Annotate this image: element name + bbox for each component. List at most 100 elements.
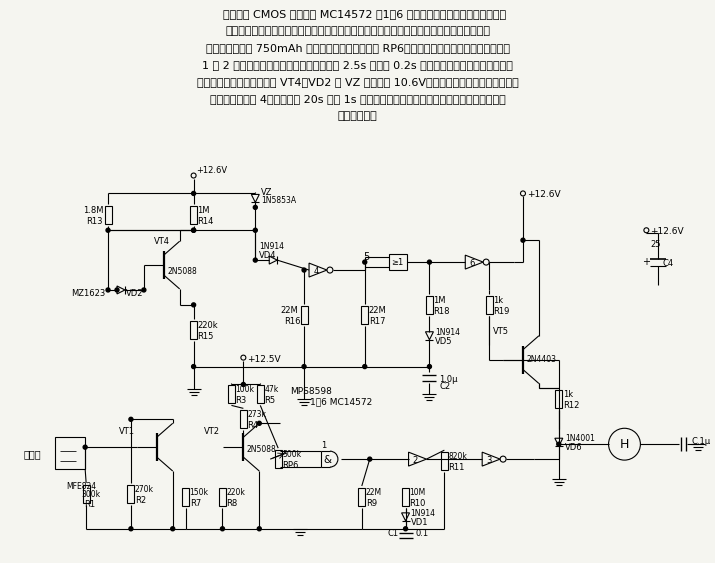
Text: C4: C4 (662, 258, 674, 267)
Bar (190, 321, 197, 339)
Bar (190, 207, 197, 224)
Text: R4: R4 (247, 421, 258, 430)
Text: C.1μ: C.1μ (691, 437, 710, 446)
Text: R12: R12 (563, 401, 579, 410)
Text: 2: 2 (413, 455, 418, 464)
Text: +12.6V: +12.6V (651, 227, 684, 236)
Text: 当电池电压过低时，比较器 VT4、VD2 和 VZ 断开（约 10.6V），并触发电池低限无稳态多谐: 当电池电压过低时，比较器 VT4、VD2 和 VZ 断开（约 10.6V），并触… (197, 77, 518, 87)
Text: R17: R17 (369, 317, 385, 326)
Text: 1.8M: 1.8M (83, 207, 104, 216)
Text: VT4: VT4 (154, 237, 169, 246)
Text: VT1: VT1 (119, 427, 135, 436)
Text: R7: R7 (189, 499, 201, 508)
Text: VD1: VD1 (410, 518, 428, 527)
Text: 1M: 1M (197, 207, 210, 216)
Text: R10: R10 (410, 499, 426, 508)
Text: VD6: VD6 (565, 443, 583, 452)
Text: 220k: 220k (227, 488, 245, 497)
Text: 1N914: 1N914 (435, 328, 460, 337)
Circle shape (363, 260, 367, 264)
Bar (358, 488, 365, 506)
Bar (257, 386, 264, 404)
Text: 6: 6 (470, 258, 475, 267)
Text: C2: C2 (440, 382, 450, 391)
Text: MZ1623: MZ1623 (72, 289, 106, 298)
Text: 个报警电路在电离室中出现烟雾时动作，另一个在电池电压过低时动作。各电路的闲置电流: 个报警电路在电离室中出现烟雾时动作，另一个在电池电压过低时动作。各电路的闲置电流 (225, 26, 490, 36)
Text: &: & (323, 455, 331, 465)
Text: 1: 1 (321, 441, 326, 450)
Circle shape (129, 527, 133, 531)
Circle shape (253, 205, 257, 209)
Text: 300k: 300k (82, 490, 100, 499)
Text: 振荡器的反相器 4，随后以每 20s 通电 1s 的不稳定速率驱动直流报警器，产生需要交换电池: 振荡器的反相器 4，随后以每 20s 通电 1s 的不稳定速率驱动直流报警器，产… (210, 94, 506, 104)
Text: 4: 4 (313, 266, 319, 275)
Bar (361, 306, 368, 324)
Text: 10M: 10M (410, 488, 426, 497)
Text: 22M: 22M (366, 488, 382, 497)
Text: H: H (620, 437, 629, 451)
Bar (485, 296, 493, 314)
Circle shape (192, 191, 196, 195)
Circle shape (363, 365, 367, 369)
Text: 1M: 1M (433, 296, 446, 305)
Bar (426, 296, 433, 314)
Text: 电路中由 CMOS 集成电路 MC14572 的1～6 个门组成两个报警振荡器电路。一: 电路中由 CMOS 集成电路 MC14572 的1～6 个门组成两个报警振荡器电… (209, 10, 506, 19)
Circle shape (253, 228, 257, 233)
Text: VD5: VD5 (435, 337, 453, 346)
Text: 5: 5 (363, 252, 369, 262)
Circle shape (192, 228, 196, 233)
Text: 270k: 270k (135, 485, 154, 494)
Text: 1N4001: 1N4001 (565, 434, 595, 443)
Text: 3: 3 (486, 455, 492, 464)
Text: R15: R15 (197, 332, 214, 341)
Circle shape (368, 457, 372, 461)
Circle shape (242, 382, 245, 386)
Circle shape (257, 421, 261, 425)
Text: VZ: VZ (261, 189, 273, 198)
Bar (275, 450, 282, 468)
Circle shape (142, 288, 146, 292)
Text: 22M: 22M (369, 306, 387, 315)
Circle shape (83, 445, 87, 449)
Text: MPS8598: MPS8598 (290, 387, 332, 396)
Circle shape (115, 288, 119, 292)
Bar (83, 485, 89, 503)
Text: +12.6V: +12.6V (197, 166, 227, 175)
Text: 500k: 500k (282, 450, 301, 459)
Text: R2: R2 (135, 496, 146, 505)
Bar (389, 254, 407, 270)
Text: +: + (642, 257, 651, 267)
Text: 47k: 47k (265, 386, 279, 395)
Text: R9: R9 (366, 499, 377, 508)
Text: R5: R5 (265, 396, 275, 405)
Circle shape (129, 417, 133, 421)
Text: 2N5088: 2N5088 (168, 267, 197, 276)
Text: 1N914: 1N914 (410, 509, 435, 518)
Text: 2N5088: 2N5088 (247, 445, 276, 454)
Text: R11: R11 (448, 463, 465, 472)
Circle shape (220, 527, 225, 531)
Circle shape (106, 288, 110, 292)
Text: 1.0μ: 1.0μ (440, 374, 458, 383)
Text: 820k: 820k (448, 452, 467, 461)
Text: 均很小，是以使 750mAh 电流至少工作一年。调节 RP6，给出所要求的烟雾检测灵敏度。门: 均很小，是以使 750mAh 电流至少工作一年。调节 RP6，给出所要求的烟雾检… (206, 43, 510, 53)
Text: R16: R16 (284, 317, 301, 326)
Circle shape (192, 365, 196, 369)
Text: R19: R19 (493, 307, 510, 316)
Text: +12.5V: +12.5V (247, 355, 281, 364)
Bar (219, 488, 226, 506)
Text: ≥1: ≥1 (392, 258, 404, 267)
Text: 1k: 1k (493, 296, 503, 305)
Text: R14: R14 (197, 217, 214, 226)
Text: 150k: 150k (189, 488, 209, 497)
Text: +12.6V: +12.6V (527, 190, 561, 199)
Text: R3: R3 (235, 396, 247, 405)
Bar (556, 391, 562, 408)
Bar (127, 485, 134, 503)
Circle shape (192, 303, 196, 307)
Text: R8: R8 (227, 499, 237, 508)
Text: 100k: 100k (235, 386, 255, 395)
Text: C1: C1 (388, 529, 399, 538)
Bar (402, 488, 409, 506)
Text: VD4: VD4 (260, 251, 277, 260)
